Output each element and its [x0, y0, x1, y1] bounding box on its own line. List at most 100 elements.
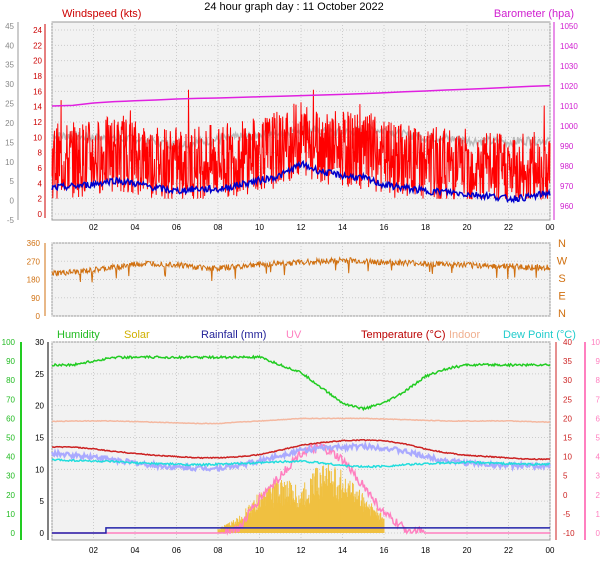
wind-left-tick-label: 40: [5, 41, 14, 50]
direction-tick-label: 0: [36, 312, 41, 321]
uv-tick-label: 6: [596, 414, 601, 423]
baro-tick-label: 1010: [560, 102, 578, 111]
baro-tick-label: 970: [560, 182, 574, 191]
wind-left-tick-label: 30: [5, 80, 14, 89]
wind-left-tick-label: -5: [7, 216, 15, 225]
uv-tick-label: 3: [596, 472, 601, 481]
climate-hour-label: 12: [297, 546, 306, 555]
climate-hour-label: 18: [421, 546, 430, 555]
temperature-tick-label: -5: [563, 510, 571, 519]
wind-kts-tick-label: 14: [33, 103, 42, 112]
wind-kts-tick-label: 0: [38, 210, 43, 219]
legend-dewpoint: Dew Point (°C): [503, 329, 576, 341]
temperature-tick-label: 30: [563, 376, 572, 385]
humidity-tick-label: 70: [6, 395, 15, 404]
direction-tick-label: 90: [31, 294, 40, 303]
temperature-tick-label: 40: [563, 338, 572, 347]
wind-hour-label: 22: [504, 223, 513, 232]
temperature-tick-label: 20: [563, 414, 572, 423]
indoor-series-line: [51, 417, 551, 425]
wind-left-tick-label: 35: [5, 61, 14, 70]
wind-hour-label: 16: [380, 223, 389, 232]
wind-hour-label: 00: [546, 223, 555, 232]
uv-tick-label: 2: [596, 491, 601, 500]
direction-compass-label: N: [558, 238, 566, 250]
legend-solar: Solar: [124, 329, 150, 341]
temperature-tick-label: 15: [563, 434, 572, 443]
wind-kts-tick-label: 2: [38, 195, 43, 204]
wind-left-tick-label: 5: [10, 177, 15, 186]
wind-left-tick-label: 15: [5, 138, 14, 147]
wind-kts-tick-label: 8: [38, 149, 43, 158]
wind-hour-label: 10: [255, 223, 264, 232]
climate-hour-label: 08: [214, 546, 223, 555]
climate-left-tick-label: 5: [40, 497, 45, 506]
wind-kts-tick-label: 6: [38, 164, 43, 173]
climate-left-tick-label: 25: [35, 370, 44, 379]
humidity-tick-label: 100: [2, 338, 16, 347]
temperature-series-line: [51, 438, 551, 461]
climate-left-tick-label: 20: [35, 402, 44, 411]
direction-compass-label: S: [558, 273, 565, 285]
climate-hour-label: 16: [380, 546, 389, 555]
wind-hour-label: 08: [214, 223, 223, 232]
wind-hour-label: 20: [463, 223, 472, 232]
uv-tick-label: 4: [596, 453, 601, 462]
baro-tick-label: 1000: [560, 122, 578, 131]
temperature-tick-label: 35: [563, 357, 572, 366]
humidity-tick-label: 0: [11, 529, 16, 538]
uv-tick-label: 9: [596, 357, 601, 366]
climate-hour-label: 06: [172, 546, 181, 555]
direction-tick-label: 360: [27, 239, 41, 248]
direction-compass-label: N: [558, 308, 566, 320]
wind-hour-label: 12: [297, 223, 306, 232]
humidity-tick-label: 50: [6, 434, 15, 443]
uv-tick-label: 5: [596, 434, 601, 443]
wind-left-tick-label: 10: [5, 158, 14, 167]
wind-kts-tick-label: 18: [33, 72, 42, 81]
humidity-tick-label: 30: [6, 472, 15, 481]
wind-kts-tick-label: 4: [38, 179, 43, 188]
uv-tick-label: 8: [596, 376, 601, 385]
baro-tick-label: 960: [560, 202, 574, 211]
climate-left-tick-label: 30: [35, 338, 44, 347]
humidity-series-line: [51, 354, 551, 412]
climate-hour-label: 04: [131, 546, 140, 555]
wind-kts-tick-label: 16: [33, 87, 42, 96]
legend-rainfall: Rainfall (mm): [201, 329, 266, 341]
climate-hour-label: 14: [338, 546, 347, 555]
baro-tick-label: 990: [560, 142, 574, 151]
wind-hour-label: 18: [421, 223, 430, 232]
dewpoint-series-line: [51, 458, 551, 469]
uv-tick-label: 1: [596, 510, 601, 519]
baro-tick-label: 1040: [560, 42, 578, 51]
direction-tick-label: 180: [27, 276, 41, 285]
wind-average-series-line: [51, 159, 551, 204]
wind-kts-tick-label: 22: [33, 41, 42, 50]
direction-tick-label: 270: [27, 257, 41, 266]
wind-hour-label: 04: [131, 223, 140, 232]
humidity-tick-label: 60: [6, 414, 15, 423]
wind-left-tick-label: 25: [5, 100, 14, 109]
humidity-tick-label: 80: [6, 376, 15, 385]
humidity-tick-label: 90: [6, 357, 15, 366]
wind-hour-label: 14: [338, 223, 347, 232]
temperature-tick-label: 0: [563, 491, 568, 500]
uv-tick-label: 10: [591, 338, 600, 347]
legend-humidity: Humidity: [57, 329, 100, 341]
baro-tick-label: 1020: [560, 82, 578, 91]
direction-compass-label: W: [557, 256, 568, 268]
wind-kts-tick-label: 10: [33, 133, 42, 142]
humidity-tick-label: 10: [6, 510, 15, 519]
baro-tick-label: 980: [560, 162, 574, 171]
temperature-tick-label: -10: [563, 529, 575, 538]
legend-windspeed: Windspeed (kts): [62, 8, 141, 20]
temperature-tick-label: 25: [563, 395, 572, 404]
humidity-tick-label: 20: [6, 491, 15, 500]
climate-hour-label: 10: [255, 546, 264, 555]
uv-tick-label: 0: [596, 529, 601, 538]
uv-tick-label: 7: [596, 395, 601, 404]
direction-compass-label: E: [558, 291, 565, 303]
humidity-tick-label: 40: [6, 453, 15, 462]
